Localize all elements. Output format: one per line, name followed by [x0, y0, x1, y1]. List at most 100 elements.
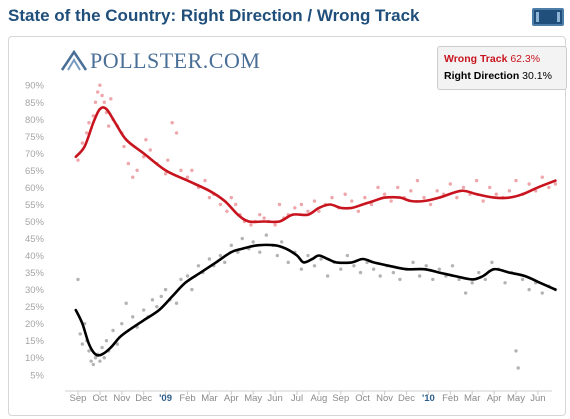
wrong-track-point [507, 189, 512, 193]
right-direction-point [306, 253, 310, 258]
wrong-track-point [142, 155, 146, 159]
right-direction-point [174, 301, 179, 305]
chart-title: State of the Country: Right Direction / … [8, 6, 420, 25]
wrong-track-point [317, 209, 321, 213]
wrong-track-point [448, 182, 452, 186]
wrong-track-point [488, 185, 492, 190]
right-direction-point [339, 267, 343, 271]
x-tick-label: Jun [530, 393, 545, 404]
y-tick-label: 20% [25, 319, 45, 330]
x-tick-label: Mar [201, 393, 217, 404]
x-tick-label: Jul [291, 393, 303, 404]
wrong-track-point [415, 178, 420, 183]
right-direction-point [463, 291, 468, 295]
wrong-track-point [109, 97, 113, 101]
right-direction-point [352, 264, 356, 268]
y-tick-label: 80% [25, 115, 45, 126]
right-direction-point [218, 253, 223, 258]
right-direction-point [378, 274, 382, 278]
y-tick-label: 10% [25, 353, 45, 364]
right-direction-point [279, 240, 284, 244]
wrong-track-point [527, 182, 531, 186]
wrong-track-point [190, 168, 194, 173]
expand-icon[interactable] [532, 8, 564, 26]
right-direction-point [87, 349, 91, 353]
right-direction-point [76, 277, 80, 282]
x-tick-label: Sep [332, 393, 349, 404]
wrong-track-point [96, 90, 100, 94]
right-direction-point [159, 294, 163, 299]
right-direction-point [299, 267, 304, 271]
wrong-track-point [461, 185, 466, 190]
right-direction-point [264, 233, 269, 237]
y-tick-label: 60% [25, 183, 45, 194]
x-tick-label: Dec [135, 393, 152, 404]
right-direction-point [258, 250, 262, 254]
wrong-track-point [91, 114, 96, 118]
wrong-track-point [356, 209, 361, 213]
x-tick-label: Aug [310, 393, 327, 404]
wrong-track-point [144, 138, 148, 142]
wrong-track-point [76, 158, 80, 162]
wrong-track-point [428, 202, 433, 207]
right-direction-point [98, 359, 102, 363]
right-direction-point [142, 308, 146, 312]
wrong-track-point [258, 212, 262, 217]
right-direction-point [391, 270, 396, 275]
wrong-track-point [455, 195, 459, 200]
wrong-track-point [233, 202, 238, 207]
wrong-track-point [474, 178, 479, 183]
wrong-track-point [174, 131, 179, 135]
wrong-track-point [481, 199, 485, 203]
right-direction-point [514, 349, 518, 353]
right-direction-point [358, 270, 363, 275]
y-tick-label: 90% [25, 81, 45, 92]
right-direction-point [345, 253, 350, 258]
wrong-track-point [312, 199, 317, 203]
wrong-track-point [85, 131, 89, 135]
y-tick-label: 50% [25, 217, 45, 228]
y-tick-label: 40% [25, 251, 45, 262]
y-tick-label: 75% [25, 132, 45, 143]
x-tick-label: Feb [179, 393, 195, 404]
wrong-track-point [514, 178, 518, 183]
right-direction-point [251, 240, 255, 244]
right-direction-point [527, 287, 531, 292]
wrong-track-point [262, 216, 266, 220]
right-direction-point [185, 274, 190, 278]
wrong-track-point [126, 161, 131, 166]
pollster-logo: POLLSTER.COM [60, 48, 260, 74]
y-tick-label: 35% [25, 268, 45, 279]
wrong-track-point [106, 124, 111, 128]
x-tick-label: Nov [113, 393, 130, 404]
right-direction-point [312, 264, 317, 268]
right-direction-point [115, 342, 120, 346]
right-direction-point [111, 328, 115, 333]
y-tick-label: 55% [25, 200, 45, 211]
right-direction-point [516, 366, 520, 370]
right-direction-point [503, 281, 507, 285]
legend-label: Wrong Track [444, 53, 508, 65]
wrong-track-point [80, 141, 85, 145]
wrong-track-point [207, 195, 212, 200]
chart-frame [8, 36, 566, 416]
wrong-track-point [376, 185, 380, 190]
y-tick-label: 15% [25, 336, 45, 347]
wrong-track-point [185, 175, 190, 179]
wrong-track-point [179, 168, 183, 173]
right-direction-point [124, 301, 128, 305]
x-tick-label: Mar [464, 393, 480, 404]
right-direction-point [91, 362, 96, 367]
right-direction-point [120, 321, 124, 326]
wrong-track-point [540, 175, 544, 179]
wrong-track-point [293, 206, 297, 210]
wrong-track-point [299, 202, 304, 207]
wrong-track-point [553, 182, 558, 186]
wrong-track-point [350, 199, 354, 203]
x-tick-label: May [244, 393, 262, 404]
wrong-track-point [422, 195, 426, 200]
x-tick-label: Nov [376, 393, 393, 404]
x-tick-label: '10 [422, 393, 435, 404]
right-direction-point [398, 277, 402, 282]
